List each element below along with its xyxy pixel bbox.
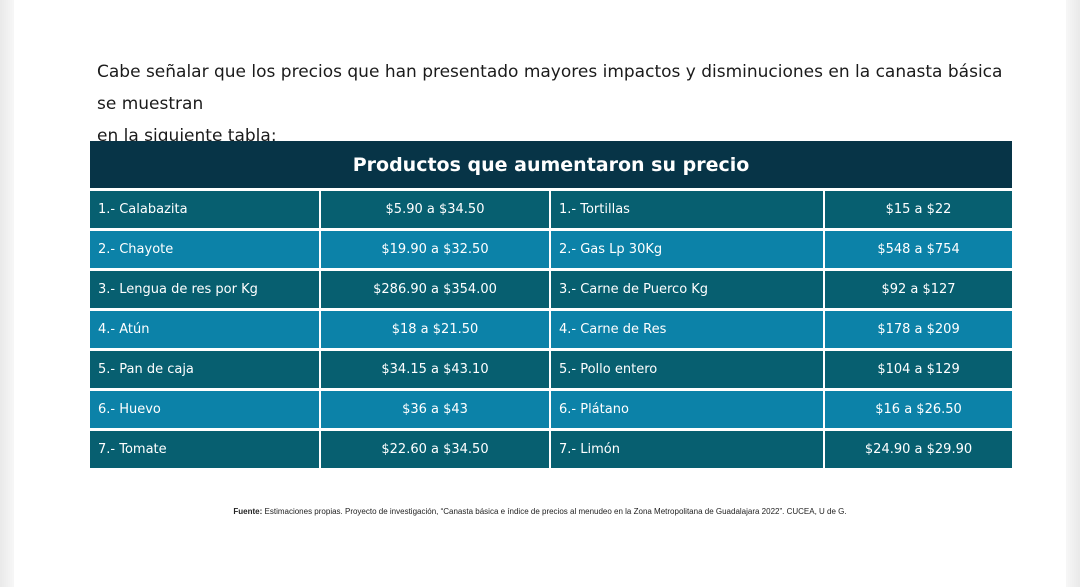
price-cell: $24.90 a $29.90	[822, 428, 1013, 468]
intro-line-1: Cabe señalar que los precios que han pre…	[97, 62, 1003, 114]
product-cell: 1.- Calabazita	[90, 188, 320, 230]
intro-paragraph: Cabe señalar que los precios que han pre…	[97, 56, 1017, 152]
price-cell: $22.60 a $34.50	[319, 428, 550, 468]
table-row: 4.- Atún $18 a $21.50 4.- Carne de Res $…	[90, 308, 1013, 350]
price-cell: $19.90 a $32.50	[319, 228, 550, 270]
page-edge-left	[0, 0, 14, 587]
source-label: Fuente:	[233, 507, 263, 516]
price-cell: $178 a $209	[822, 308, 1013, 350]
price-cell: $286.90 a $354.00	[319, 268, 550, 310]
table-header-row: Productos que aumentaron su precio	[90, 141, 1013, 191]
product-cell: 2.- Gas Lp 30Kg	[549, 228, 824, 270]
product-cell: 6.- Huevo	[90, 388, 320, 430]
product-cell: 5.- Pollo entero	[549, 348, 824, 390]
price-cell: $18 a $21.50	[319, 308, 550, 350]
table-row: 2.- Chayote $19.90 a $32.50 2.- Gas Lp 3…	[90, 228, 1013, 270]
price-cell: $36 a $43	[319, 388, 550, 430]
table-row: 6.- Huevo $36 a $43 6.- Plátano $16 a $2…	[90, 388, 1013, 430]
price-cell: $104 a $129	[822, 348, 1013, 390]
table-row: 3.- Lengua de res por Kg $286.90 a $354.…	[90, 268, 1013, 310]
product-cell: 7.- Tomate	[90, 428, 320, 468]
product-cell: 2.- Chayote	[90, 228, 320, 270]
product-cell: 1.- Tortillas	[549, 188, 824, 230]
price-cell: $92 a $127	[822, 268, 1013, 310]
product-cell: 5.- Pan de caja	[90, 348, 320, 390]
table-row: 7.- Tomate $22.60 a $34.50 7.- Limón $24…	[90, 428, 1013, 468]
price-cell: $5.90 a $34.50	[319, 188, 550, 230]
product-cell: 4.- Carne de Res	[549, 308, 824, 350]
price-cell: $548 a $754	[822, 228, 1013, 270]
product-cell: 6.- Plátano	[549, 388, 824, 430]
table-row: 1.- Calabazita $5.90 a $34.50 1.- Tortil…	[90, 188, 1013, 230]
product-cell: 3.- Carne de Puerco Kg	[549, 268, 824, 310]
product-cell: 3.- Lengua de res por Kg	[90, 268, 320, 310]
price-table: Productos que aumentaron su precio 1.- C…	[90, 141, 1013, 468]
source-text: Estimaciones propias. Proyecto de invest…	[262, 507, 847, 516]
price-cell: $15 a $22	[822, 188, 1013, 230]
page-edge-right	[1066, 0, 1080, 587]
product-cell: 7.- Limón	[549, 428, 824, 468]
table-row: 5.- Pan de caja $34.15 a $43.10 5.- Poll…	[90, 348, 1013, 390]
product-cell: 4.- Atún	[90, 308, 320, 350]
price-cell: $34.15 a $43.10	[319, 348, 550, 390]
table-title: Productos que aumentaron su precio	[90, 141, 1013, 191]
source-note: Fuente: Estimaciones propias. Proyecto d…	[0, 507, 1080, 516]
price-cell: $16 a $26.50	[822, 388, 1013, 430]
